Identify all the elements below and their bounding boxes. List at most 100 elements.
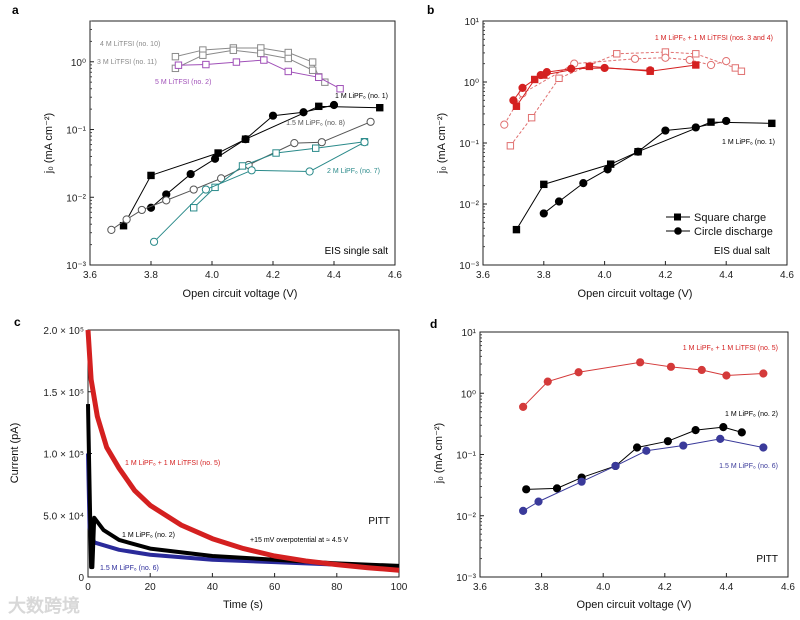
series-line (512, 67, 651, 101)
data-point-circle (706, 60, 716, 70)
series-0 (519, 358, 768, 411)
data-point-square (692, 50, 700, 58)
data-point-circle (149, 237, 159, 246)
data-point-circle (722, 116, 731, 126)
data-point-circle (542, 68, 551, 77)
x-tick-label: 4.6 (780, 270, 794, 281)
data-point-square (512, 225, 521, 234)
series-line (85, 329, 400, 573)
data-point-square (202, 60, 210, 69)
x-axis-title: Time (s) (223, 599, 263, 611)
data-point-square (308, 66, 317, 74)
x-axis-title: Open circuit voltage (V) (577, 599, 692, 611)
panel-label: a (12, 3, 19, 17)
y-tick-label: 2.0 × 10⁵ (43, 326, 84, 337)
y-tick-label: 10¹ (465, 17, 480, 28)
series-1 (500, 53, 731, 129)
data-point-square (257, 49, 265, 58)
data-point-circle (633, 147, 643, 156)
plot-frame (479, 331, 789, 578)
data-point-circle (268, 111, 278, 120)
data-point-square (232, 58, 241, 66)
data-point-circle (759, 443, 768, 452)
annotation: 1 M LiPF₆ + 1 M LiTFSI (no. 5) (683, 345, 778, 352)
y-axis-title: j₀ (mA cm⁻²) (436, 113, 448, 174)
annotation: 1.5 M LiPF₆ (no. 6) (100, 565, 159, 572)
data-point-circle (759, 369, 768, 378)
data-point-circle (642, 446, 651, 455)
data-point-circle (574, 368, 583, 377)
x-tick-label: 40 (207, 582, 219, 593)
data-point-square (315, 73, 323, 82)
x-tick-label: 4.0 (205, 270, 219, 281)
data-point-square (171, 52, 180, 61)
data-point-circle (189, 185, 198, 194)
annotation: 2 M LiPF₆ (no. 7) (327, 168, 380, 175)
data-point-circle (519, 402, 528, 411)
series-2 (85, 329, 400, 573)
data-point-circle (137, 205, 146, 215)
x-tick-label: 4.0 (596, 582, 610, 593)
y-tick-label: 5.0 × 10⁴ (43, 511, 84, 522)
y-tick-label: 10⁻¹ (456, 451, 476, 462)
data-point-circle (210, 154, 220, 163)
data-point-circle (509, 96, 518, 105)
annotation: 4 M LiTFSI (no. 10) (100, 41, 160, 48)
data-point-circle (716, 434, 725, 443)
y-tick-label: 10⁰ (464, 78, 479, 89)
series-2 (174, 56, 344, 93)
y-tick-label: 10⁻³ (456, 573, 476, 584)
data-point-square (147, 171, 155, 180)
data-point-circle (247, 166, 256, 175)
data-point-circle (636, 358, 645, 367)
x-tick-label: 4.4 (719, 270, 733, 281)
data-point-circle (122, 215, 131, 224)
x-tick-label: 4.2 (266, 270, 280, 281)
x-tick-label: 4.2 (658, 582, 672, 593)
annotation: +15 mV overpotential at ≈ 4.5 V (250, 537, 349, 544)
y-tick-label: 10¹ (462, 328, 477, 339)
annotation: 1 M LiPF₆ + 1 M LiTFSI (nos. 3 and 4) (655, 35, 773, 42)
annotation: 1.5 M LiPF₆ (no. 8) (286, 120, 345, 127)
x-tick-label: 3.6 (476, 270, 490, 281)
y-tick-label: 10⁰ (461, 389, 476, 400)
series-2 (519, 434, 768, 516)
series-line (175, 49, 326, 83)
legend-square-marker (674, 213, 681, 221)
data-point-square (768, 119, 776, 128)
y-tick-label: 10⁻² (459, 200, 479, 211)
x-tick-label: 20 (145, 582, 157, 593)
x-tick-label: 4.0 (598, 270, 612, 281)
panel-a: a 3.6 3.8 4.0 4.2 4.4 4.6 10⁻³ 10⁻² 10⁻¹ 10⁰ Open c… (12, 3, 402, 300)
data-point-square (199, 51, 207, 59)
panel-d: d 3.6 3.8 4.0 4.2 4.4 4.6 10⁻³ 10⁻² 10⁻¹ 10⁰ 10¹ Ope… (430, 317, 795, 611)
data-point-circle (539, 209, 548, 218)
plot-frame (89, 20, 396, 266)
data-point-circle (543, 377, 552, 386)
x-tick-label: 80 (331, 582, 343, 593)
series-5 (107, 117, 375, 234)
series-line (543, 120, 727, 214)
x-tick-label: 3.8 (535, 582, 549, 593)
panel-label: c (14, 315, 21, 329)
data-point-square (376, 103, 384, 112)
y-axis-title: Current (pA) (9, 423, 21, 484)
data-point-circle (567, 64, 576, 73)
y-tick-label: 10⁻² (456, 512, 476, 523)
y-tick-label: 10⁻¹ (459, 139, 479, 150)
data-point-circle (552, 484, 562, 493)
annotation: 1.5 M LiPF₆ (no. 6) (719, 463, 778, 470)
series-1 (522, 423, 746, 494)
x-tick-label: 4.4 (327, 270, 341, 281)
data-point-circle (603, 165, 612, 174)
x-axis-title: Open circuit voltage (V) (183, 288, 298, 300)
series-3 (509, 63, 655, 105)
series-0 (506, 48, 746, 150)
y-tick-label: 1.5 × 10⁵ (43, 388, 84, 399)
data-point-circle (666, 362, 676, 371)
series-line (516, 64, 696, 107)
legend: Square charge Circle discharge (666, 212, 773, 238)
series-line (86, 404, 400, 570)
x-tick-label: 4.6 (388, 270, 402, 281)
annotation: 1 M LiPF₆ (no. 2) (122, 532, 175, 539)
